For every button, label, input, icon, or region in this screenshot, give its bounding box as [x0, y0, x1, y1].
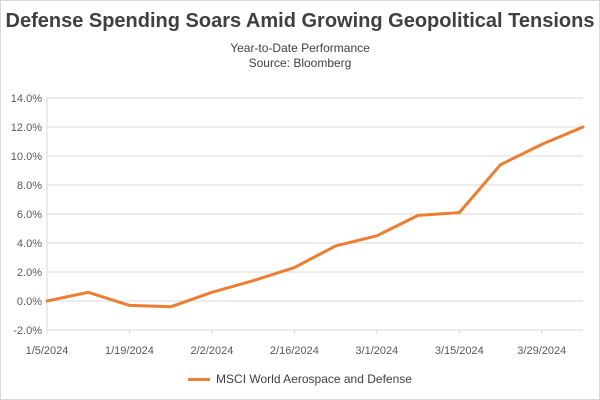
x-tick-label: 3/15/2024	[435, 345, 484, 357]
x-tick-label: 2/16/2024	[270, 345, 319, 357]
x-tick-label: 2/2/2024	[191, 345, 234, 357]
y-tick-label: 12.0%	[11, 122, 42, 134]
series-line	[45, 125, 585, 309]
y-tick-label: 10.0%	[11, 151, 42, 163]
chart-title: Defense Spending Soars Amid Growing Geop…	[5, 10, 595, 32]
y-tick-label: 4.0%	[17, 238, 42, 250]
x-tick-label: 3/29/2024	[517, 345, 566, 357]
x-tick-label: 1/19/2024	[105, 345, 154, 357]
legend-swatch	[188, 378, 211, 382]
y-tick-label: 6.0%	[17, 209, 42, 221]
x-tick-label: 3/1/2024	[355, 345, 398, 357]
legend: MSCI World Aerospace and Defense	[0, 372, 600, 386]
y-tick-label: -2.0%	[13, 325, 42, 337]
y-tick-label: 0.0%	[17, 296, 42, 308]
legend-label: MSCI World Aerospace and Defense	[216, 372, 412, 386]
y-tick-label: 14.0%	[11, 93, 42, 105]
y-tick-label: 8.0%	[17, 180, 42, 192]
y-tick-label: 2.0%	[17, 267, 42, 279]
chart-subtitle: Year-to-Date Performance	[230, 41, 370, 55]
x-tick-label: 1/5/2024	[26, 345, 69, 357]
chart-source: Source: Bloomberg	[248, 56, 352, 70]
